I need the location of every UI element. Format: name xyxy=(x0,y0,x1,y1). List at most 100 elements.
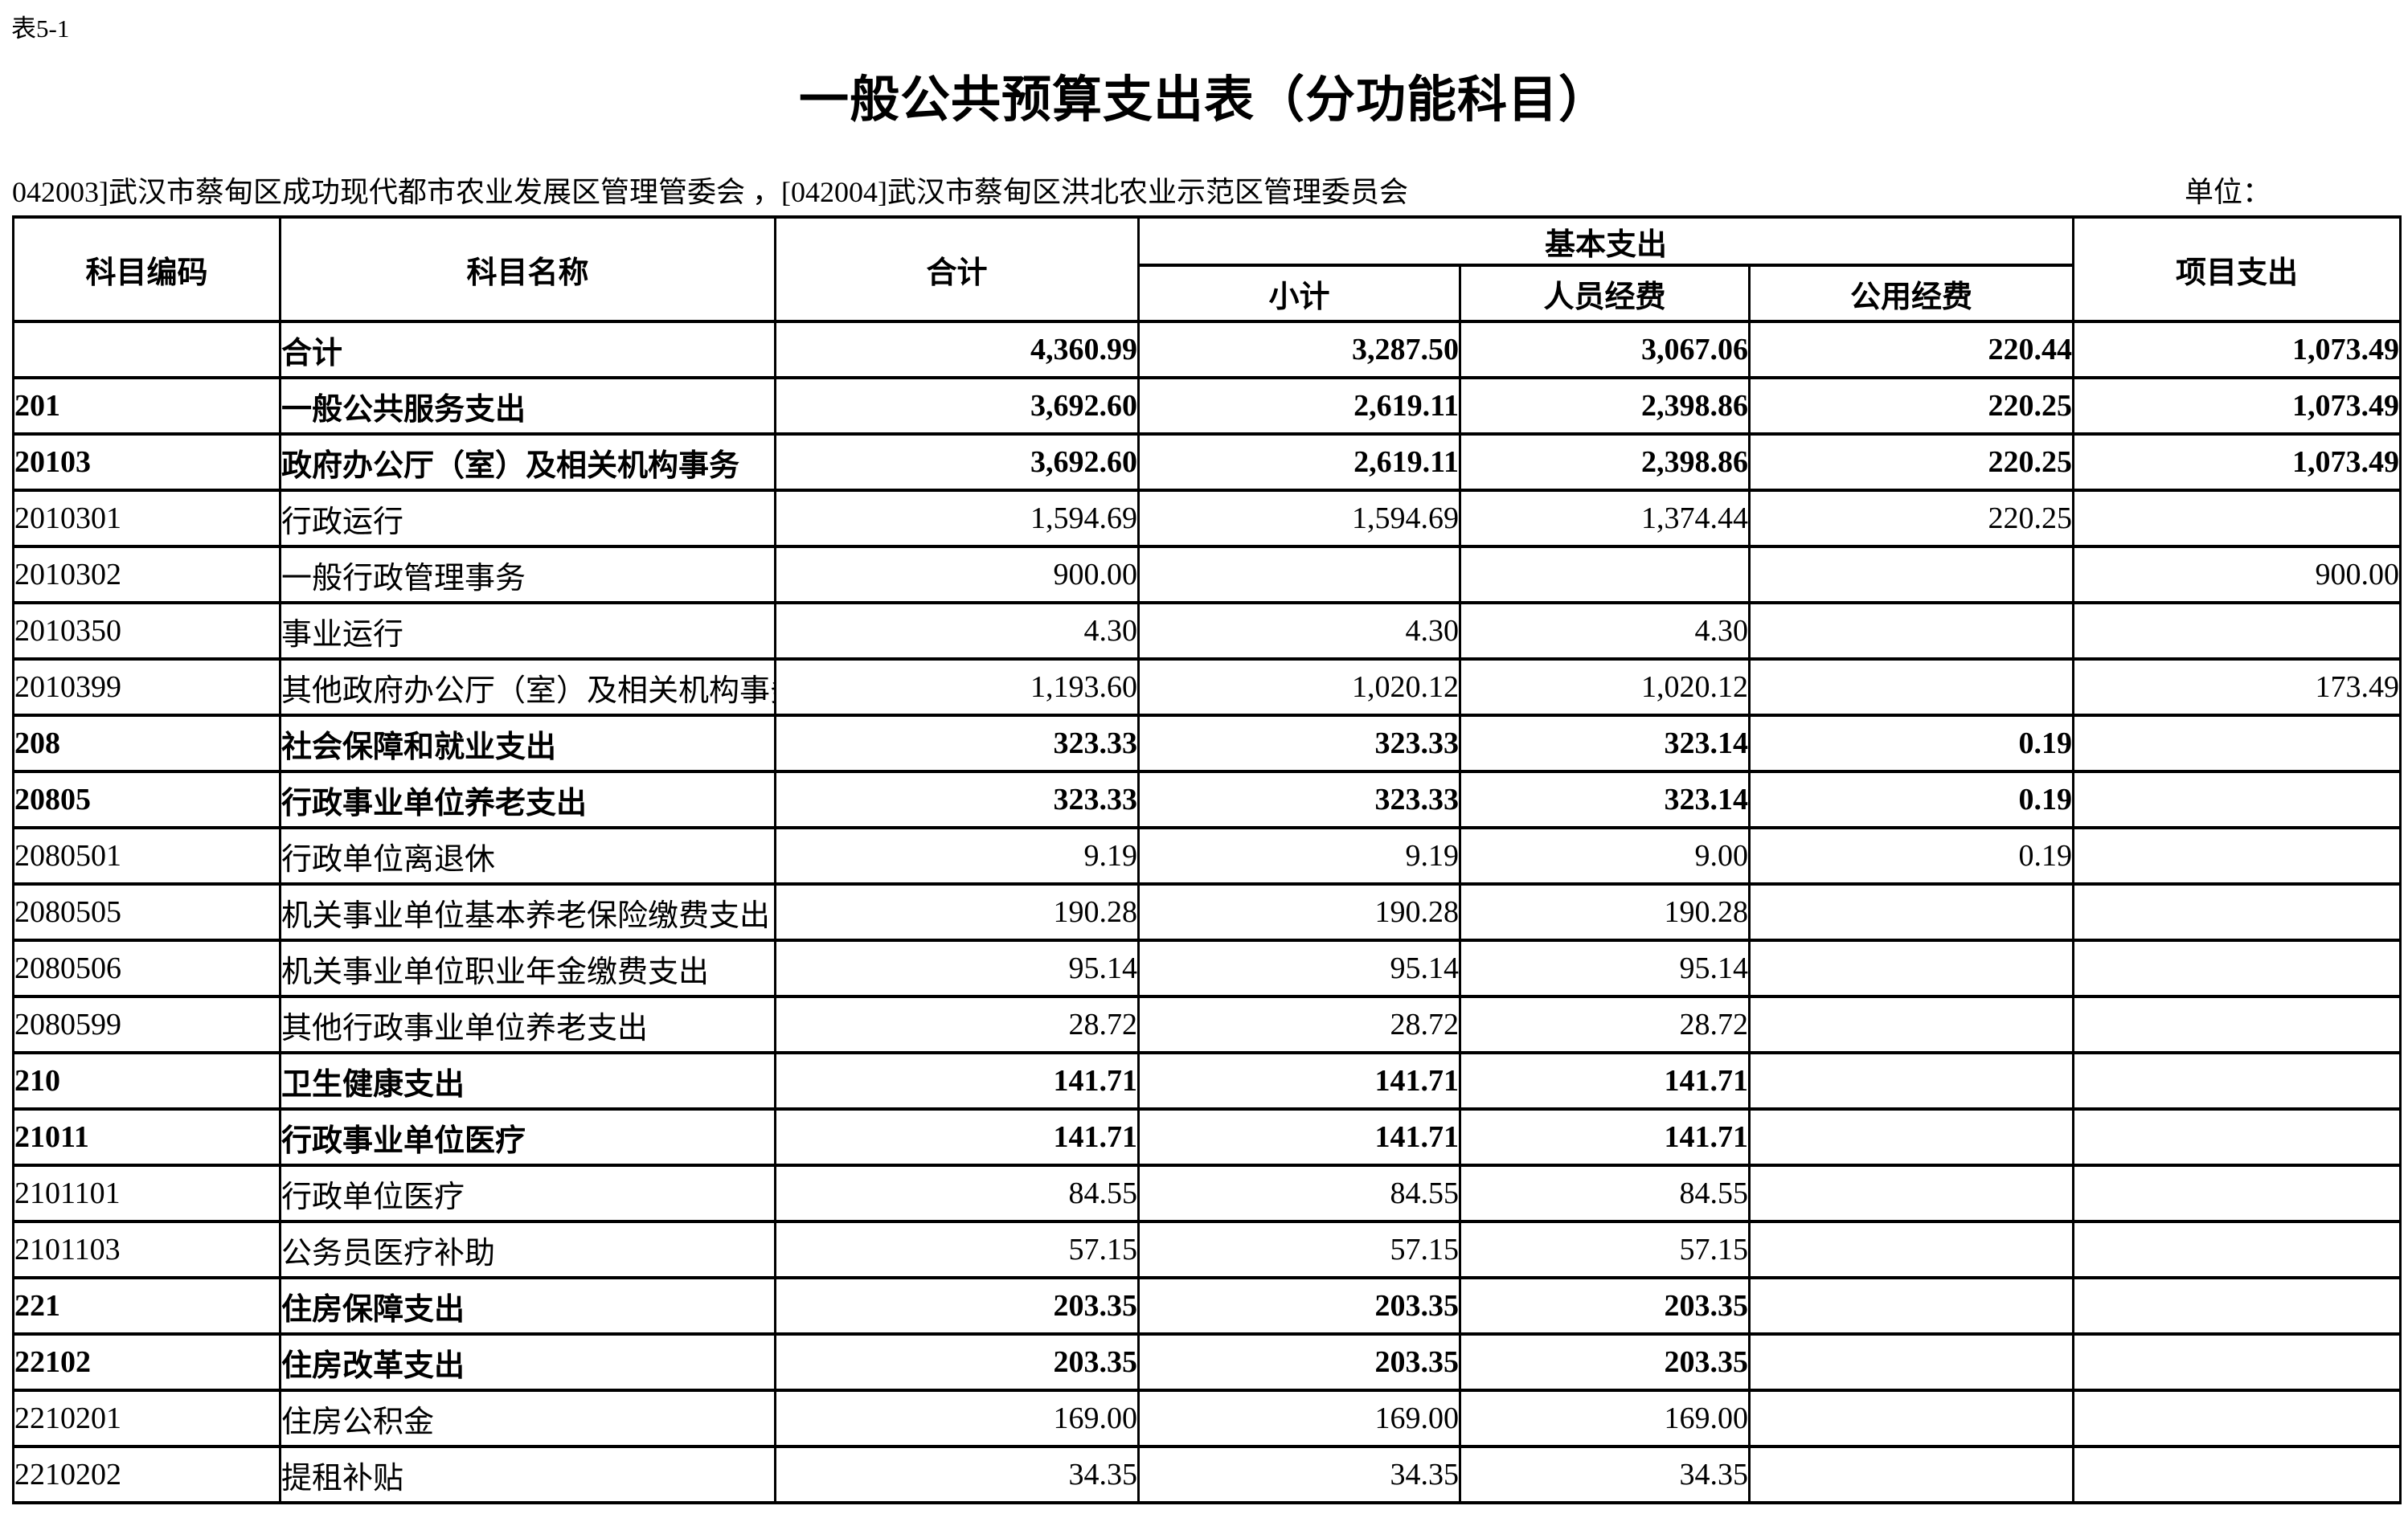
row-public-cell xyxy=(1748,1107,2074,1167)
row-subtotal-cell: 9.19 xyxy=(1137,826,1461,886)
table-row: 21011 行政事业单位医疗 141.71 141.71 141.71 xyxy=(12,1107,2402,1167)
row-public-cell xyxy=(1748,545,2074,604)
header-basic: 基本支出 xyxy=(1137,215,2074,267)
table-row: 2080599 其他行政事业单位养老支出 28.72 28.72 28.72 xyxy=(12,995,2402,1054)
row-code-cell: 2210202 xyxy=(12,1445,281,1504)
row-subtotal-cell: 1,020.12 xyxy=(1137,657,1461,717)
row-project-cell xyxy=(2072,995,2402,1054)
row-public-cell xyxy=(1748,601,2074,661)
row-project-cell: 900.00 xyxy=(2072,545,2402,604)
table-row: 2010301 行政运行 1,594.69 1,594.69 1,374.44 … xyxy=(12,489,2402,548)
row-code-cell: 2010301 xyxy=(12,489,281,548)
row-project-cell xyxy=(2072,489,2402,548)
table-row: 20805 行政事业单位养老支出 323.33 323.33 323.14 0.… xyxy=(12,770,2402,829)
row-name-cell: 事业运行 xyxy=(279,601,776,661)
row-code-cell: 221 xyxy=(12,1276,281,1336)
row-subtotal-cell: 34.35 xyxy=(1137,1445,1461,1504)
header-project: 项目支出 xyxy=(2072,215,2402,323)
row-subtotal-cell: 95.14 xyxy=(1137,939,1461,998)
row-name-cell: 社会保障和就业支出 xyxy=(279,714,776,773)
row-name-cell: 其他政府办公厅（室）及相关机构事务支出 xyxy=(279,657,776,717)
table-row: 2010302 一般行政管理事务 900.00 900.00 xyxy=(12,545,2402,604)
row-total-cell: 3,692.60 xyxy=(774,432,1140,492)
header-basic-subtotal: 小计 xyxy=(1137,264,1461,323)
row-project-cell: 1,073.49 xyxy=(2072,376,2402,436)
row-code-cell: 201 xyxy=(12,376,281,436)
table-row: 201 一般公共服务支出 3,692.60 2,619.11 2,398.86 … xyxy=(12,376,2402,436)
row-code-cell: 21011 xyxy=(12,1107,281,1167)
row-name-cell: 行政事业单位养老支出 xyxy=(279,770,776,829)
row-total-cell: 323.33 xyxy=(774,714,1140,773)
row-code-cell: 20805 xyxy=(12,770,281,829)
row-subtotal-cell: 2,619.11 xyxy=(1137,432,1461,492)
row-personnel-cell: 95.14 xyxy=(1459,939,1751,998)
row-total-cell: 323.33 xyxy=(774,770,1140,829)
row-name-cell: 住房保障支出 xyxy=(279,1276,776,1336)
row-name-cell: 行政单位医疗 xyxy=(279,1164,776,1223)
row-total-cell: 141.71 xyxy=(774,1107,1140,1167)
row-personnel-cell xyxy=(1459,545,1751,604)
row-personnel-cell: 190.28 xyxy=(1459,882,1751,942)
row-code-cell: 2101101 xyxy=(12,1164,281,1223)
sheet-label: 表5-1 xyxy=(11,14,70,43)
header-name: 科目名称 xyxy=(279,215,776,323)
row-personnel-cell: 323.14 xyxy=(1459,770,1751,829)
header-code: 科目编码 xyxy=(12,215,281,323)
row-code-cell: 2210201 xyxy=(12,1389,281,1448)
row-subtotal-cell: 141.71 xyxy=(1137,1051,1461,1111)
row-subtotal-cell: 190.28 xyxy=(1137,882,1461,942)
row-project-cell xyxy=(2072,1445,2402,1504)
row-subtotal-cell: 141.71 xyxy=(1137,1107,1461,1167)
table-row: 2010350 事业运行 4.30 4.30 4.30 xyxy=(12,601,2402,661)
row-public-cell xyxy=(1748,1332,2074,1392)
row-total-cell: 141.71 xyxy=(774,1051,1140,1111)
row-code-cell xyxy=(12,320,281,379)
row-subtotal-cell: 57.15 xyxy=(1137,1220,1461,1279)
row-project-cell xyxy=(2072,770,2402,829)
row-subtotal-cell: 4.30 xyxy=(1137,601,1461,661)
table-row: 22102 住房改革支出 203.35 203.35 203.35 xyxy=(12,1332,2402,1392)
row-public-cell xyxy=(1748,1164,2074,1223)
row-total-cell: 28.72 xyxy=(774,995,1140,1054)
row-total-cell: 4,360.99 xyxy=(774,320,1140,379)
row-public-cell xyxy=(1748,882,2074,942)
row-name-cell: 公务员医疗补助 xyxy=(279,1220,776,1279)
row-project-cell xyxy=(2072,1107,2402,1167)
row-total-cell: 9.19 xyxy=(774,826,1140,886)
row-personnel-cell: 169.00 xyxy=(1459,1389,1751,1448)
row-subtotal-cell: 2,619.11 xyxy=(1137,376,1461,436)
row-code-cell: 20103 xyxy=(12,432,281,492)
row-subtotal-cell: 169.00 xyxy=(1137,1389,1461,1448)
row-project-cell xyxy=(2072,1220,2402,1279)
row-subtotal-cell: 84.55 xyxy=(1137,1164,1461,1223)
row-personnel-cell: 203.35 xyxy=(1459,1276,1751,1336)
row-project-cell xyxy=(2072,714,2402,773)
row-public-cell: 0.19 xyxy=(1748,826,2074,886)
row-total-cell: 169.00 xyxy=(774,1389,1140,1448)
table-row: 2080501 行政单位离退休 9.19 9.19 9.00 0.19 xyxy=(12,826,2402,886)
row-name-cell: 合计 xyxy=(279,320,776,379)
row-personnel-cell: 203.35 xyxy=(1459,1332,1751,1392)
row-total-cell: 84.55 xyxy=(774,1164,1140,1223)
budget-table: 科目编码 科目名称 合计 基本支出 项目支出 小计 人员经费 公用经费 合计 4… xyxy=(12,215,2402,1504)
row-project-cell xyxy=(2072,882,2402,942)
row-project-cell: 1,073.49 xyxy=(2072,320,2402,379)
row-name-cell: 政府办公厅（室）及相关机构事务 xyxy=(279,432,776,492)
row-personnel-cell: 323.14 xyxy=(1459,714,1751,773)
row-personnel-cell: 9.00 xyxy=(1459,826,1751,886)
row-public-cell xyxy=(1748,1051,2074,1111)
row-project-cell xyxy=(2072,1389,2402,1448)
row-name-cell: 其他行政事业单位养老支出 xyxy=(279,995,776,1054)
row-subtotal-cell: 28.72 xyxy=(1137,995,1461,1054)
row-total-cell: 203.35 xyxy=(774,1276,1140,1336)
row-subtotal-cell: 323.33 xyxy=(1137,714,1461,773)
row-project-cell xyxy=(2072,939,2402,998)
row-personnel-cell: 141.71 xyxy=(1459,1107,1751,1167)
row-code-cell: 2080506 xyxy=(12,939,281,998)
row-personnel-cell: 84.55 xyxy=(1459,1164,1751,1223)
row-subtotal-cell: 323.33 xyxy=(1137,770,1461,829)
table-row: 2010399 其他政府办公厅（室）及相关机构事务支出 1,193.60 1,0… xyxy=(12,657,2402,717)
row-public-cell xyxy=(1748,657,2074,717)
row-code-cell: 2010350 xyxy=(12,601,281,661)
row-public-cell: 0.19 xyxy=(1748,770,2074,829)
